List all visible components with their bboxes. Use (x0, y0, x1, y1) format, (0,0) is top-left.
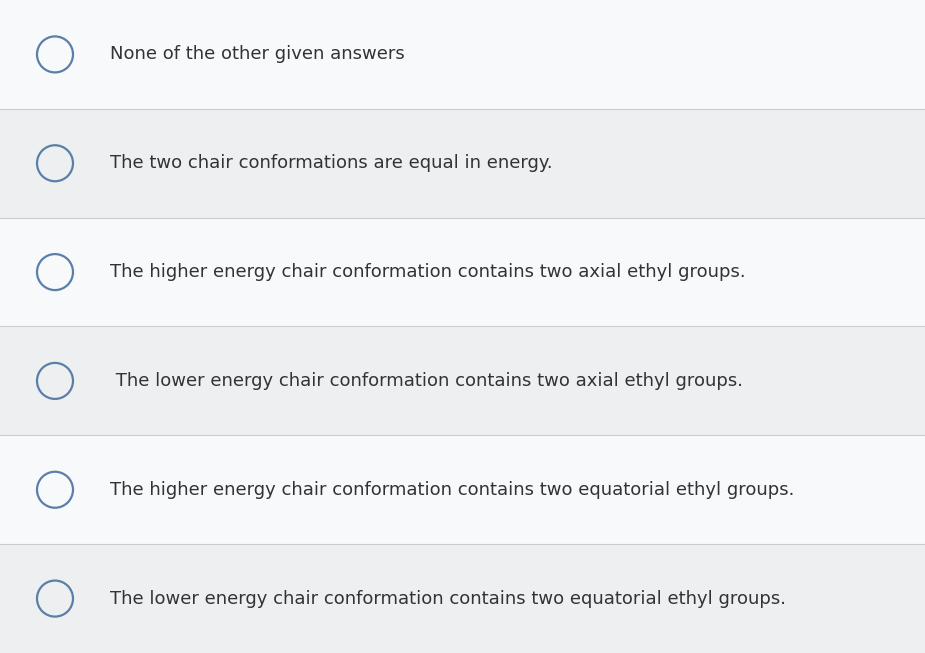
Bar (0, 326, 925, 436)
Text: None of the other given answers: None of the other given answers (110, 46, 405, 63)
Bar (0, 217, 925, 326)
Bar (0, 109, 925, 217)
Text: The two chair conformations are equal in energy.: The two chair conformations are equal in… (110, 154, 552, 172)
Text: The higher energy chair conformation contains two equatorial ethyl groups.: The higher energy chair conformation con… (110, 481, 795, 499)
Text: The lower energy chair conformation contains two equatorial ethyl groups.: The lower energy chair conformation cont… (110, 590, 786, 607)
Bar (0, 436, 925, 544)
Bar (0, 544, 925, 653)
Text: The lower energy chair conformation contains two axial ethyl groups.: The lower energy chair conformation cont… (110, 372, 743, 390)
Text: The higher energy chair conformation contains two axial ethyl groups.: The higher energy chair conformation con… (110, 263, 746, 281)
Bar (0, 0, 925, 109)
